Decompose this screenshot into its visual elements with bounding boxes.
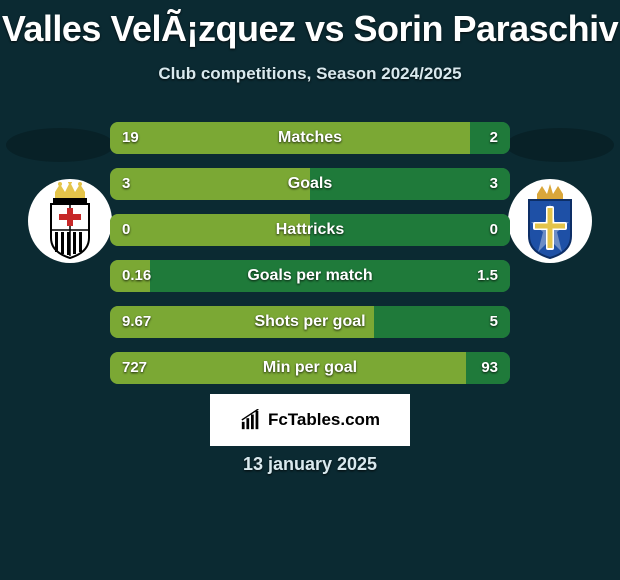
stat-value-right: 0 — [490, 214, 498, 246]
crown — [55, 182, 85, 198]
stat-row: 9.67Shots per goal5 — [110, 306, 510, 338]
page-title: Valles VelÃ¡zquez vs Sorin Paraschiv — [0, 8, 620, 50]
crown — [537, 184, 563, 200]
stat-label: Matches — [110, 122, 510, 154]
team-badge-left — [28, 179, 112, 263]
stat-value-right: 5 — [490, 306, 498, 338]
ellipse-right — [506, 128, 614, 162]
stat-value-right: 1.5 — [477, 260, 498, 292]
team-badge-right — [508, 179, 592, 263]
page-root: Valles VelÃ¡zquez vs Sorin Paraschiv Clu… — [0, 0, 620, 580]
stat-row: 0.16Goals per match1.5 — [110, 260, 510, 292]
team-logo-left-icon — [35, 182, 105, 260]
stat-row: 0Hattricks0 — [110, 214, 510, 246]
stat-label: Goals per match — [110, 260, 510, 292]
branding-box[interactable]: FcTables.com — [210, 394, 410, 446]
stat-row: 19Matches2 — [110, 122, 510, 154]
stat-row: 3Goals3 — [110, 168, 510, 200]
stat-row: 727Min per goal93 — [110, 352, 510, 384]
stat-value-right: 93 — [481, 352, 498, 384]
ellipse-left — [6, 128, 114, 162]
team-logo-right-icon — [515, 182, 585, 260]
stat-label: Goals — [110, 168, 510, 200]
stats-container: 19Matches2 3Goals3 0Hattricks0 0.16Goals pe… — [110, 122, 510, 398]
stat-label: Min per goal — [110, 352, 510, 384]
branding-text: FcTables.com — [268, 410, 380, 430]
stat-label: Hattricks — [110, 214, 510, 246]
branding-chart-icon — [240, 409, 262, 431]
stat-label: Shots per goal — [110, 306, 510, 338]
page-subtitle: Club competitions, Season 2024/2025 — [0, 64, 620, 84]
date-text: 13 january 2025 — [0, 454, 620, 475]
cross-accent-h — [535, 224, 565, 229]
stat-value-right: 3 — [490, 168, 498, 200]
stat-value-right: 2 — [490, 122, 498, 154]
